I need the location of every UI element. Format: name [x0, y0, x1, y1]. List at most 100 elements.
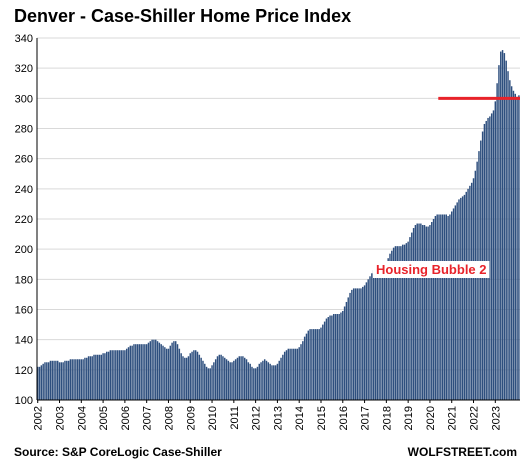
bar — [93, 354, 95, 400]
bar — [340, 312, 342, 400]
bar — [127, 347, 130, 400]
bar — [162, 345, 164, 400]
bar — [318, 329, 320, 400]
bar — [87, 356, 90, 400]
x-tick-label: 2015 — [316, 406, 328, 430]
bar — [216, 356, 219, 400]
bar — [285, 350, 288, 400]
bar — [153, 339, 155, 400]
bar — [231, 362, 233, 400]
bar — [322, 324, 324, 400]
bar — [440, 214, 442, 400]
x-tick-label: 2003 — [55, 406, 67, 430]
bar — [271, 365, 273, 400]
bar — [180, 353, 182, 400]
bar — [95, 354, 97, 400]
bar — [336, 314, 339, 400]
bar — [431, 222, 433, 400]
bar — [38, 366, 41, 400]
bar — [71, 359, 73, 400]
bar — [414, 225, 417, 400]
bar — [238, 356, 240, 400]
bar — [142, 344, 144, 400]
bar — [236, 357, 239, 400]
bar — [136, 344, 139, 400]
bar — [113, 350, 115, 400]
x-tick-label: 2010 — [207, 406, 219, 430]
bar — [367, 279, 369, 400]
bar — [305, 333, 308, 400]
y-tick-label: 340 — [15, 33, 33, 45]
bar — [129, 345, 132, 400]
x-tick-label: 2020 — [425, 406, 437, 430]
bar — [303, 336, 306, 400]
bar — [438, 214, 440, 400]
bar — [302, 341, 304, 400]
bar — [416, 223, 418, 400]
bar — [505, 60, 507, 401]
bar — [309, 329, 311, 400]
bar — [267, 362, 270, 400]
bar — [178, 348, 181, 400]
bar — [111, 350, 113, 400]
bar — [280, 357, 282, 400]
bar — [391, 250, 393, 400]
bar — [425, 226, 428, 400]
bar — [351, 289, 353, 400]
bar — [396, 246, 398, 400]
bar — [429, 225, 431, 400]
bar — [327, 317, 329, 400]
x-tick-label: 2004 — [76, 406, 88, 430]
bar — [443, 214, 446, 400]
bar — [263, 359, 266, 400]
bar — [407, 241, 409, 401]
bar — [194, 350, 197, 400]
bar — [84, 357, 86, 400]
x-tick-label: 2014 — [294, 406, 306, 430]
bar — [334, 314, 337, 400]
bar — [411, 232, 413, 400]
bar — [389, 253, 391, 400]
bar — [138, 344, 141, 400]
bar — [251, 366, 253, 400]
bar — [380, 264, 382, 400]
bar — [383, 262, 386, 400]
bar — [200, 357, 202, 400]
bar — [461, 196, 464, 401]
bar — [409, 237, 411, 400]
bar — [254, 368, 257, 400]
bar — [37, 366, 39, 400]
x-tick-label: 2016 — [338, 406, 350, 430]
bar — [209, 368, 211, 400]
bar — [516, 96, 518, 400]
bar — [176, 344, 179, 400]
bar — [311, 329, 313, 400]
bar — [213, 362, 215, 400]
bar — [122, 350, 124, 400]
x-tick-label: 2023 — [490, 406, 502, 430]
bar — [78, 359, 81, 400]
bar — [214, 359, 217, 400]
bar — [492, 110, 495, 401]
annotation-housing-bubble-2: Housing Bubble 2 — [376, 262, 487, 277]
y-tick-label: 280 — [15, 124, 33, 136]
bar — [225, 359, 228, 400]
bar — [98, 354, 101, 400]
bar — [182, 356, 184, 400]
bar — [125, 348, 128, 400]
bar — [218, 354, 221, 400]
bar — [394, 246, 397, 400]
bar — [456, 202, 458, 400]
bar — [360, 288, 362, 400]
x-tick-label: 2019 — [403, 406, 415, 430]
bar — [278, 360, 280, 400]
bar — [276, 363, 279, 400]
bar — [489, 116, 491, 401]
bar — [313, 329, 315, 400]
bar — [342, 311, 344, 400]
x-tick-label: 2022 — [469, 406, 481, 430]
bar — [467, 188, 469, 400]
bar — [398, 246, 400, 400]
bar — [245, 359, 248, 400]
